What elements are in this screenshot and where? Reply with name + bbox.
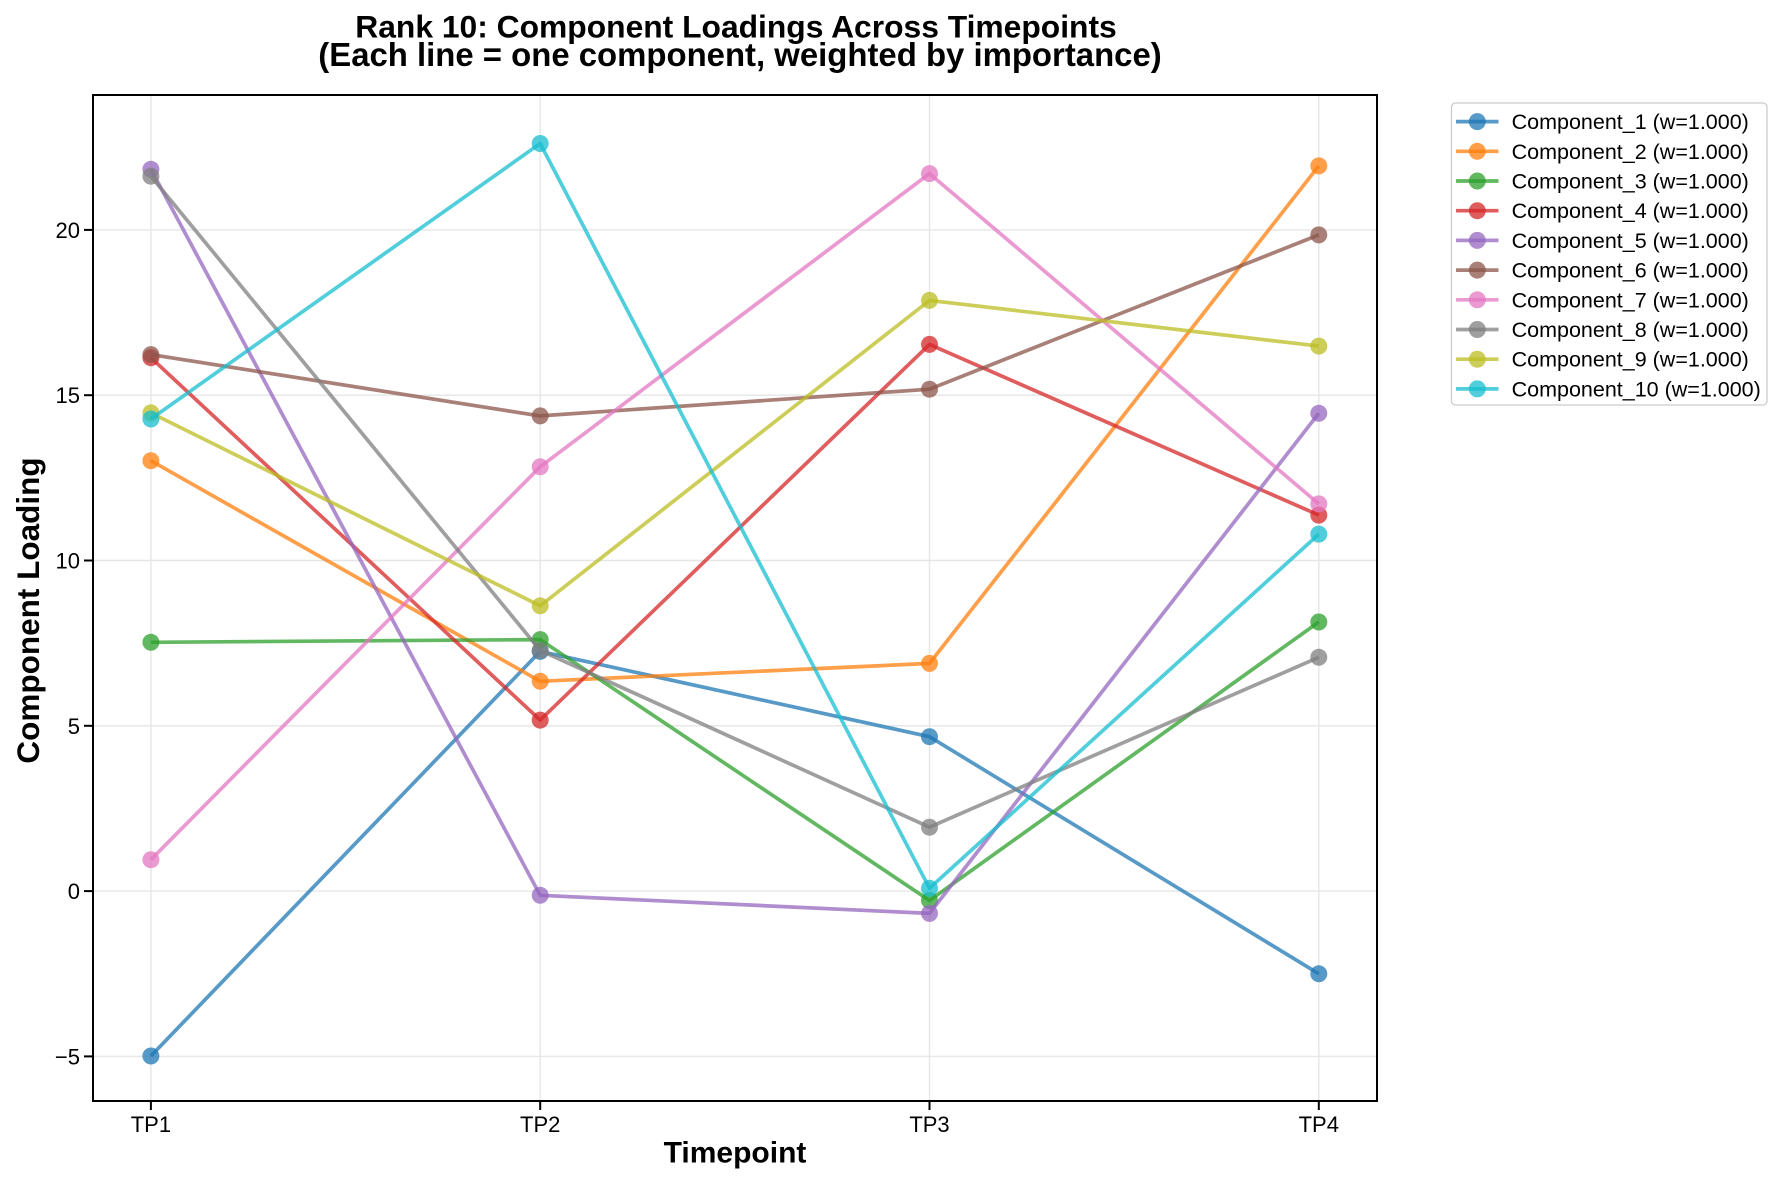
svg-text:Component_8 (w=1.000): Component_8 (w=1.000) [1512,318,1749,342]
svg-text:−5: −5 [55,1044,80,1069]
svg-text:Component Loading: Component Loading [10,457,46,763]
svg-text:Component_5 (w=1.000): Component_5 (w=1.000) [1512,229,1749,253]
svg-text:Component_4 (w=1.000): Component_4 (w=1.000) [1512,199,1749,223]
svg-text:Component_7 (w=1.000): Component_7 (w=1.000) [1512,288,1749,312]
svg-text:TP3: TP3 [909,1112,949,1137]
svg-text:Rank 10: Component Loadings Ac: Rank 10: Component Loadings Across Timep… [355,8,1116,44]
svg-text:Component_9 (w=1.000): Component_9 (w=1.000) [1512,348,1749,372]
svg-text:TP1: TP1 [131,1112,171,1137]
svg-text:0: 0 [68,879,80,904]
svg-text:5: 5 [68,714,80,739]
svg-text:Component_2 (w=1.000): Component_2 (w=1.000) [1512,140,1749,164]
svg-text:Component_3 (w=1.000): Component_3 (w=1.000) [1512,170,1749,194]
svg-text:Component_1 (w=1.000): Component_1 (w=1.000) [1512,110,1749,134]
svg-text:Component_10 (w=1.000): Component_10 (w=1.000) [1512,377,1761,401]
svg-text:TP2: TP2 [520,1112,560,1137]
svg-text:20: 20 [56,218,80,243]
svg-text:Timepoint: Timepoint [664,1137,807,1170]
svg-text:TP4: TP4 [1299,1112,1339,1137]
svg-text:15: 15 [56,383,80,408]
svg-text:Component_6 (w=1.000): Component_6 (w=1.000) [1512,259,1749,283]
svg-text:(Each line = one component, we: (Each line = one component, weighted by … [318,36,1161,73]
svg-text:10: 10 [56,549,80,574]
